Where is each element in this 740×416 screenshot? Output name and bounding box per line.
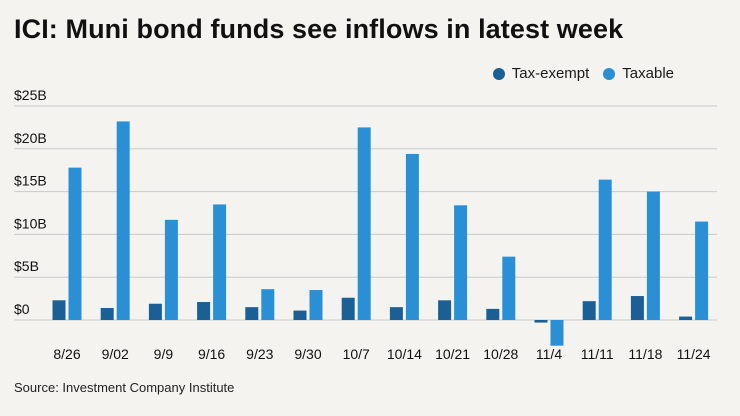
x-tick-label: 10/7 xyxy=(343,346,370,362)
x-tick-label: 9/16 xyxy=(198,346,225,362)
bar-taxable xyxy=(164,219,178,320)
x-tick-label: 9/30 xyxy=(294,346,321,362)
x-tick-label: 9/02 xyxy=(102,346,129,362)
y-tick-label: $0 xyxy=(14,301,30,317)
bar-taxable xyxy=(357,127,371,321)
y-tick-label: $10B xyxy=(14,215,47,231)
bars xyxy=(52,121,709,346)
bar-tax-exempt xyxy=(679,316,693,320)
bar-taxable xyxy=(550,320,564,346)
y-tick-label: $25B xyxy=(14,87,47,103)
bar-taxable xyxy=(116,121,130,321)
bar-taxable xyxy=(646,191,660,320)
y-tick-label: $5B xyxy=(14,258,39,274)
x-tick-label: 11/18 xyxy=(628,346,662,362)
x-tick-label: 10/21 xyxy=(435,346,470,362)
bar-taxable xyxy=(405,153,419,320)
x-tick-label: 8/26 xyxy=(53,346,80,362)
x-tick-label: 9/9 xyxy=(154,346,174,362)
x-tick-label: 11/4 xyxy=(536,346,562,362)
legend-label-taxable: Taxable xyxy=(622,65,674,82)
bar-tax-exempt xyxy=(245,307,259,320)
bar-tax-exempt xyxy=(389,307,403,320)
legend: Tax-exempt Taxable xyxy=(479,65,674,82)
bar-taxable xyxy=(502,256,516,320)
bar-tax-exempt xyxy=(630,296,644,320)
bar-taxable xyxy=(454,205,468,320)
bar-tax-exempt xyxy=(293,310,307,320)
x-tick-label: 11/24 xyxy=(677,346,711,362)
bar-taxable xyxy=(598,179,612,320)
bar-tax-exempt xyxy=(486,308,500,320)
bar-taxable xyxy=(695,221,709,320)
legend-swatch-taxable xyxy=(603,67,616,80)
bar-taxable xyxy=(68,167,82,320)
bar-taxable xyxy=(309,290,323,320)
bar-tax-exempt xyxy=(438,300,452,320)
bar-taxable xyxy=(261,289,275,320)
x-tick-label: 11/11 xyxy=(581,346,614,362)
source-note: Source: Investment Company Institute xyxy=(14,380,235,395)
legend-item-tax-exempt: Tax-exempt xyxy=(492,65,590,82)
bar-tax-exempt xyxy=(582,301,596,320)
legend-item-taxable: Taxable xyxy=(603,65,674,82)
tick-labels: $0 $5B $10B $15B $20B $25B 8/26 9/02 9/9 9/16 9/23… xyxy=(14,87,711,362)
bar-tax-exempt xyxy=(341,297,355,320)
bar-tax-exempt xyxy=(100,308,114,320)
x-tick-label: 9/23 xyxy=(246,346,273,362)
bar-tax-exempt xyxy=(148,303,162,320)
chart-title: ICI: Muni bond funds see inflows in late… xyxy=(14,14,624,44)
y-tick-label: $15B xyxy=(14,173,47,189)
bar-tax-exempt xyxy=(52,300,66,320)
x-tick-label: 10/14 xyxy=(387,346,422,362)
bar-taxable xyxy=(213,204,227,320)
x-tick-label: 10/28 xyxy=(483,346,518,362)
y-tick-label: $20B xyxy=(14,130,47,146)
bar-tax-exempt xyxy=(197,302,211,320)
bar-tax-exempt xyxy=(534,320,548,323)
legend-swatch-tax-exempt xyxy=(492,67,505,80)
legend-label-tax-exempt: Tax-exempt xyxy=(511,65,590,82)
